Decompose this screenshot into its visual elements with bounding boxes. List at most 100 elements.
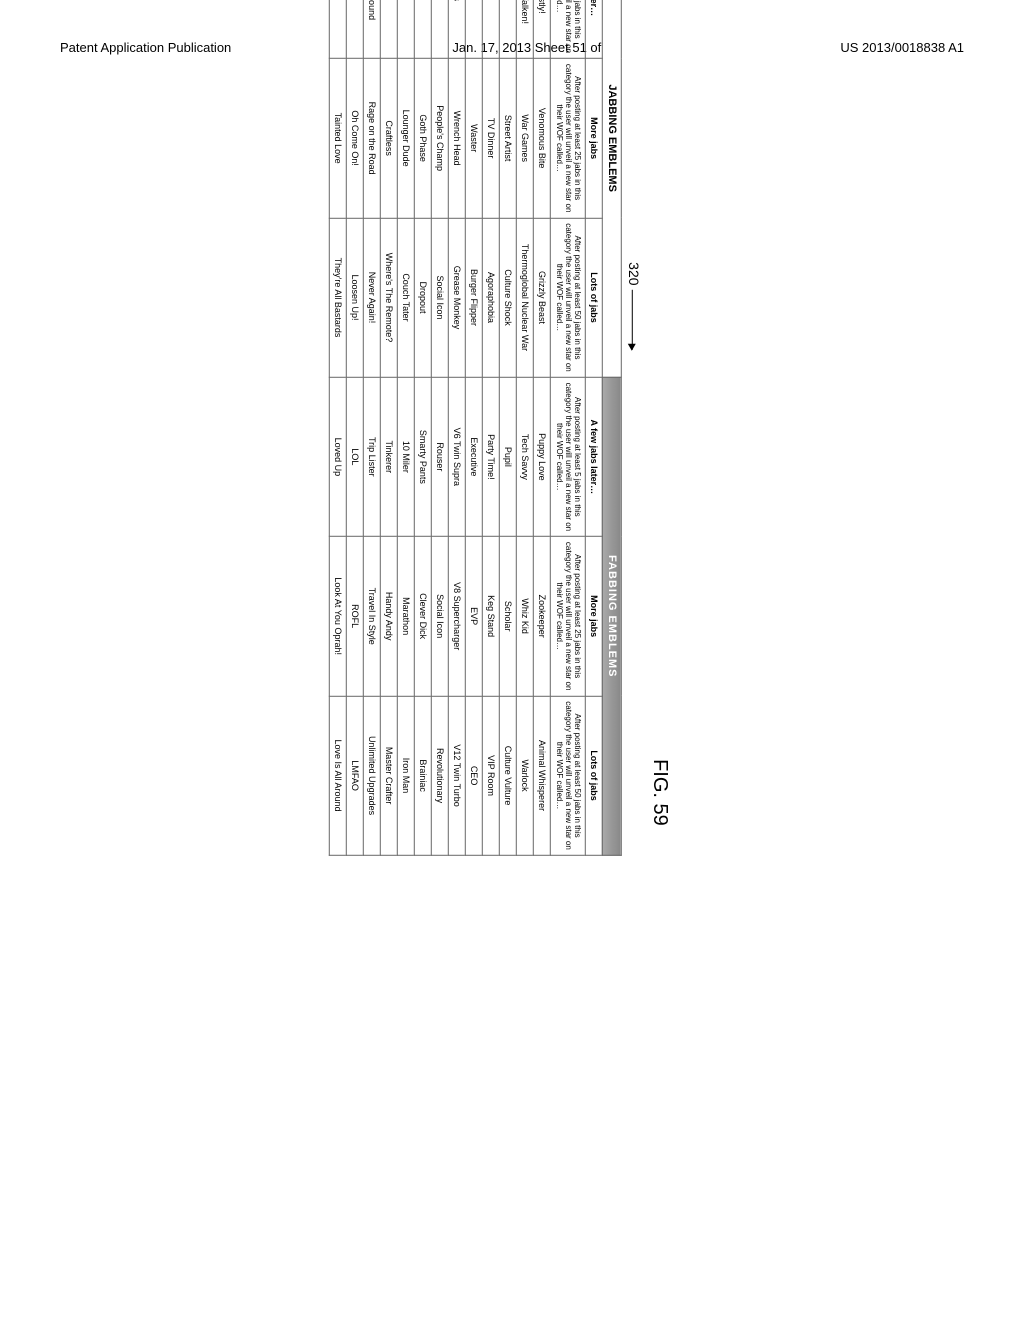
- emblem-cell: Where's The Remote?: [381, 218, 398, 377]
- emblem-cell: Agoraphobia: [483, 218, 500, 377]
- emblem-cell: Keg Stand: [483, 537, 500, 696]
- emblem-cell: V6 Twin Supra: [449, 377, 466, 536]
- emblem-cell: Tech Savvy: [517, 377, 534, 536]
- table-row: Hotels & AirlinesStuck on the GroundRage…: [364, 0, 381, 855]
- emblem-cell: Craftless: [381, 58, 398, 217]
- emblem-cell: Culture Vulture: [500, 696, 517, 855]
- emblem-cell: Rage on the Road: [364, 58, 381, 217]
- tier-head: More jabs: [585, 58, 602, 217]
- emblem-cell: VIP Room: [483, 696, 500, 855]
- emblem-cell: Executive: [466, 377, 483, 536]
- tier-head: A few jabs later…: [585, 0, 602, 58]
- emblem-cell: Slouch: [398, 0, 415, 58]
- emblem-cell: Warlock: [517, 696, 534, 855]
- emblem-cell: Clever Dick: [415, 537, 432, 696]
- emblem-cell: Oh Come On!: [347, 58, 364, 217]
- emblem-cell: Marathon: [398, 537, 415, 696]
- emblem-cell: Burger Flipper: [466, 218, 483, 377]
- emblem-cell: Zookeeper: [534, 537, 551, 696]
- tier-head: Lots of jabs: [585, 218, 602, 377]
- emblem-cell: Activist: [432, 0, 449, 58]
- table-row: Causes & ActivismActivistPeople's ChampS…: [432, 0, 449, 855]
- tier-desc: After posting at least 5 jabs in this ca…: [551, 0, 586, 58]
- tier-desc: After posting at least 5 jabs in this ca…: [551, 377, 586, 536]
- emblem-cell: Uninspired: [381, 0, 398, 58]
- emblem-cell: 10 Miler: [398, 377, 415, 536]
- emblem-cell: Loved Up: [330, 377, 347, 536]
- figure-label: FIG. 59: [648, 0, 671, 856]
- emblem-cell: Grizzly Beast: [534, 218, 551, 377]
- emblem-cell: Pupil: [500, 377, 517, 536]
- emblem-cell: Deep Sigh: [330, 0, 347, 58]
- emblem-cell: Trip Lister: [364, 377, 381, 536]
- emblem-cell: Scholar: [500, 537, 517, 696]
- section-fabbing: FABBING EMBLEMS: [602, 377, 621, 855]
- figure: FIG. 59 320 JABBING EMBLEMS FABBING EMBL…: [329, 0, 671, 856]
- emblem-cell: People's Champ: [432, 58, 449, 217]
- emblem-cell: Tainted Love: [330, 58, 347, 217]
- emblem-cell: Brainiac: [415, 696, 432, 855]
- emblem-cell: Loosen Up!: [347, 218, 364, 377]
- tier-head: More jabs: [585, 537, 602, 696]
- emblem-cell: Skid Marks: [449, 0, 466, 58]
- emblem-cell: Revolutionary: [432, 696, 449, 855]
- emblem-cell: Yes Professor Walken!: [517, 0, 534, 58]
- tier-head: A few jabs later…: [585, 377, 602, 536]
- emblem-cell: Party Time!: [483, 377, 500, 536]
- emblem-cell: Never Again!: [364, 218, 381, 377]
- emblem-cell: Travel In Style: [364, 537, 381, 696]
- emblem-cell: V12 Twin Turbo: [449, 696, 466, 855]
- emblem-cell: Grease Monkey: [449, 218, 466, 377]
- table-row: Bars, Clubs & ConcertsNo FunTV DinnerAgo…: [483, 0, 500, 855]
- emblem-cell: Thermoglobal Nuclear War: [517, 218, 534, 377]
- emblem-cell: Couch Tater: [398, 218, 415, 377]
- tier-row: A few jabs later… More jabs Lots of jabs…: [585, 0, 602, 855]
- emblem-cell: Rouser: [432, 377, 449, 536]
- table-row: Hobbies, Crafts & DIYUninspiredCraftless…: [381, 0, 398, 855]
- emblem-cell: Social Icon: [432, 218, 449, 377]
- emblem-cell: Love Is All Around: [330, 696, 347, 855]
- emblem-cell: Unfunny: [347, 0, 364, 58]
- emblem-cell: Venomous Bite: [534, 58, 551, 217]
- emblem-cell: ROFL: [347, 537, 364, 696]
- emblem-cell: Social Icon: [432, 537, 449, 696]
- emblem-cell: War Games: [517, 58, 534, 217]
- emblem-cell: TV Dinner: [483, 58, 500, 217]
- ref-num-text: 320: [626, 262, 642, 285]
- emblem-cell: Handy Andy: [381, 537, 398, 696]
- tier-desc: After posting at least 50 jabs in this c…: [551, 696, 586, 855]
- table-body: Animals & PetsOh, How Beastly!Venomous B…: [330, 0, 551, 855]
- emblem-cell: Dole Boy: [466, 0, 483, 58]
- emblems-table: JABBING EMBLEMS FABBING EMBLEMS A few ja…: [329, 0, 622, 856]
- table-row: Art, Books & LiteraturePhilistineStreet …: [500, 0, 517, 855]
- emblem-cell: Animal Whisperer: [534, 696, 551, 855]
- table-row: Business & FinanceDole BoyWasterBurger F…: [466, 0, 483, 855]
- emblem-cell: Lounger Dude: [398, 58, 415, 217]
- table-row: Cars, Bikes & VehiclesSkid MarksWrench H…: [449, 0, 466, 855]
- table-row: Education & CareersRebelliousGoth PhaseD…: [415, 0, 432, 855]
- emblem-cell: Iron Man: [398, 696, 415, 855]
- emblem-cell: Smarty Pants: [415, 377, 432, 536]
- section-jabbing: JABBING EMBLEMS: [602, 0, 621, 377]
- emblem-cell: Philistine: [500, 0, 517, 58]
- section-row: JABBING EMBLEMS FABBING EMBLEMS: [602, 0, 621, 855]
- emblem-cell: Dropout: [415, 218, 432, 377]
- emblem-cell: CEO: [466, 696, 483, 855]
- emblem-cell: Waster: [466, 58, 483, 217]
- tier-head: Lots of jabs: [585, 696, 602, 855]
- table-row: Animals & PetsOh, How Beastly!Venomous B…: [534, 0, 551, 855]
- emblem-cell: EVP: [466, 537, 483, 696]
- tier-desc: After posting at least 25 jabs in this c…: [551, 58, 586, 217]
- emblem-cell: LMFAO: [347, 696, 364, 855]
- emblem-cell: Unlimited Upgrades: [364, 696, 381, 855]
- emblem-cell: Culture Shock: [500, 218, 517, 377]
- emblem-cell: Street Artist: [500, 58, 517, 217]
- emblem-cell: Goth Phase: [415, 58, 432, 217]
- emblem-cell: Stuck on the Ground: [364, 0, 381, 58]
- table-row: Health & FitnessSlouchLounger DudeCouch …: [398, 0, 415, 855]
- emblem-cell: Master Crafter: [381, 696, 398, 855]
- emblem-cell: Whiz Kid: [517, 537, 534, 696]
- header-left: Patent Application Publication: [60, 40, 231, 55]
- tier-desc: After posting at least 25 jabs in this c…: [551, 537, 586, 696]
- table-row: Apps, Games & TechYes Professor Walken!W…: [517, 0, 534, 855]
